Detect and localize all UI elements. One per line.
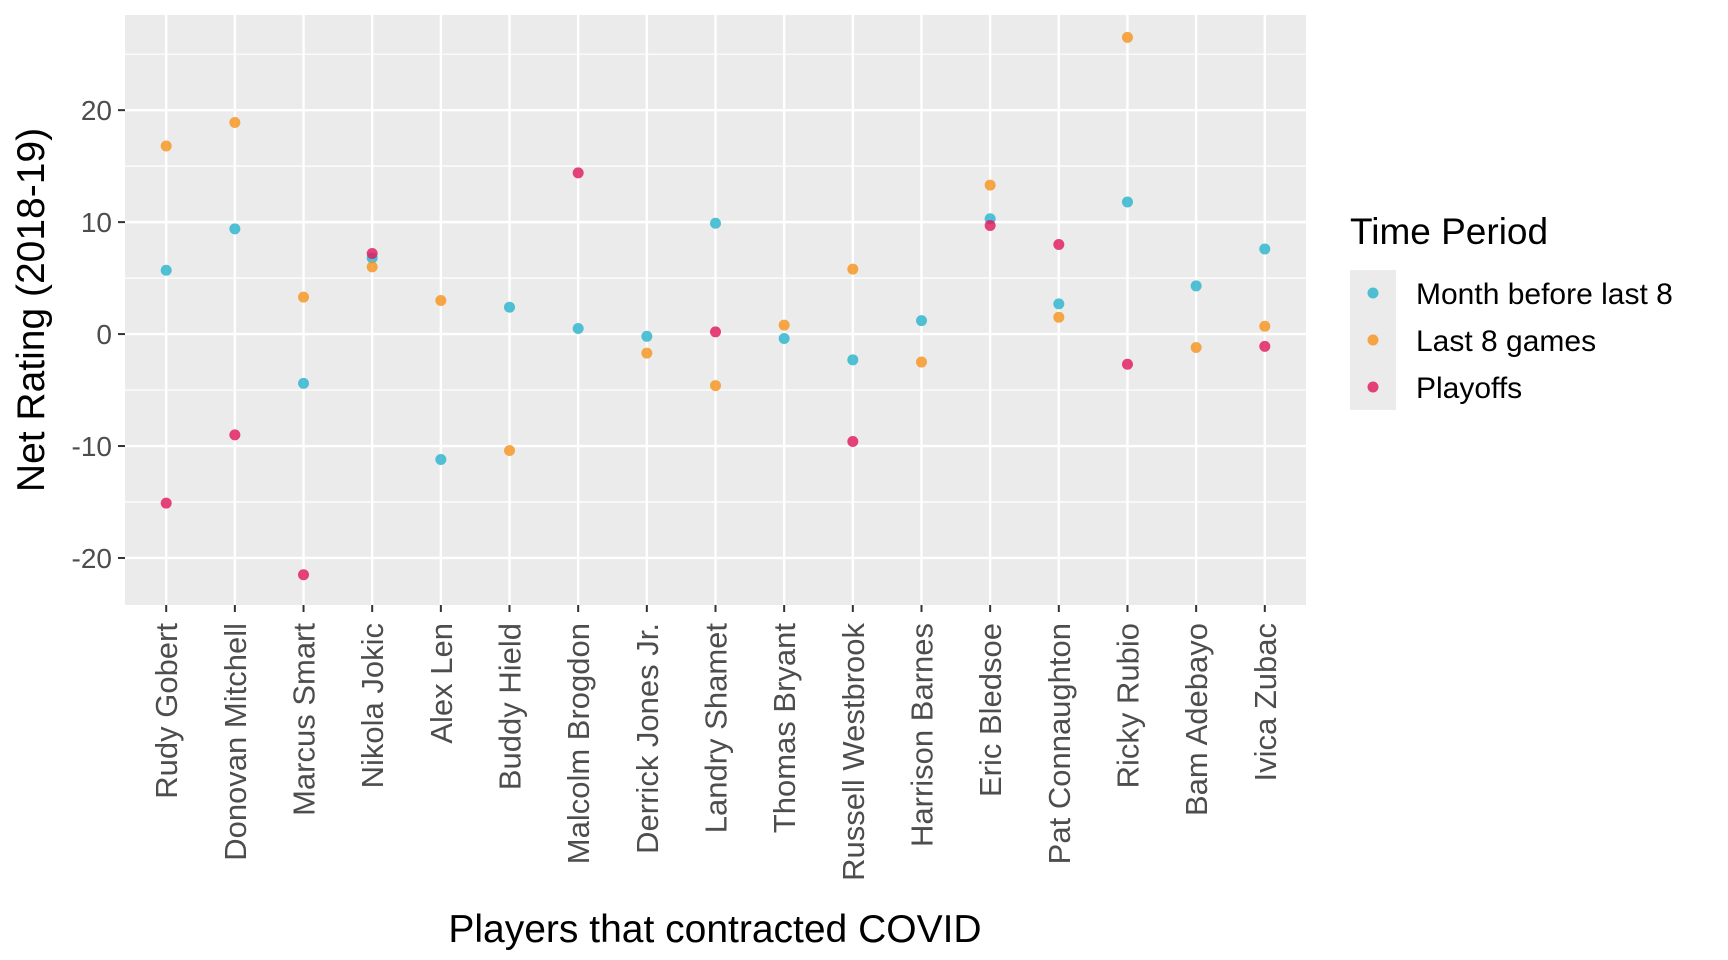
x-tick-label: Nikola Jokic: [355, 623, 390, 788]
y-tick-label: -10: [72, 431, 112, 462]
data-point: [1053, 298, 1065, 310]
x-tick-label: Marcus Smart: [287, 623, 322, 816]
data-point: [298, 291, 310, 303]
legend-label: Last 8 games: [1416, 325, 1596, 358]
x-tick-label: Buddy Hield: [493, 623, 528, 790]
x-axis-title: Players that contracted COVID: [448, 908, 981, 951]
data-point: [572, 167, 584, 179]
legend-label: Playoffs: [1416, 372, 1522, 405]
data-point: [366, 247, 378, 259]
x-axis: Rudy Gobert Donovan Mitchell Marcus Smart N…: [149, 605, 1283, 881]
data-point: [1121, 31, 1133, 43]
legend-key: [1367, 381, 1379, 393]
data-point: [229, 429, 241, 441]
data-point: [572, 322, 584, 334]
data-point: [1053, 311, 1065, 323]
x-tick-label: Alex Len: [424, 623, 459, 744]
x-tick-label: Eric Bledsoe: [973, 623, 1008, 797]
data-point: [710, 326, 721, 338]
data-point: [298, 377, 310, 389]
legend-label: Month before last 8: [1416, 278, 1673, 311]
data-point: [915, 356, 927, 368]
data-point: [1259, 340, 1271, 352]
data-point: [710, 217, 721, 229]
data-point: [641, 330, 653, 342]
data-point: [1121, 196, 1133, 208]
data-point: [229, 116, 241, 128]
y-axis: -20 -10 0 10 20: [72, 95, 125, 574]
data-point: [229, 223, 241, 235]
data-point: [435, 294, 447, 306]
x-tick-label: Pat Connaughton: [1042, 623, 1077, 864]
data-point: [504, 445, 516, 457]
data-point: [1259, 320, 1271, 332]
x-tick-label: Malcolm Brogdon: [561, 623, 596, 864]
data-point: [1190, 280, 1202, 292]
x-tick-label: Bam Adebayo: [1179, 623, 1214, 816]
data-point: [1053, 239, 1065, 251]
x-tick-label: Harrison Barnes: [904, 623, 939, 847]
y-tick-label: 10: [81, 207, 112, 238]
data-points: [160, 31, 1271, 581]
x-tick-label: Thomas Bryant: [767, 623, 802, 834]
data-point: [915, 315, 927, 327]
y-tick-label: 0: [96, 319, 112, 350]
data-point: [847, 263, 859, 275]
legend: Time Period Month before last 8 Last 8 ga…: [1350, 211, 1673, 410]
legend-key: [1367, 287, 1379, 299]
x-tick-label: Rudy Gobert: [149, 623, 184, 799]
x-tick-label: Ivica Zubac: [1248, 623, 1283, 782]
x-tick-label: Donovan Mitchell: [218, 623, 253, 861]
data-point: [984, 219, 996, 231]
data-point: [1259, 243, 1271, 255]
data-point: [1190, 342, 1202, 354]
data-point: [366, 261, 378, 273]
data-point: [778, 319, 790, 331]
y-tick-label: 20: [81, 95, 112, 126]
legend-title: Time Period: [1350, 211, 1548, 252]
data-point: [504, 301, 516, 313]
data-point: [710, 380, 721, 392]
data-point: [160, 497, 172, 509]
data-point: [160, 140, 172, 152]
legend-key: [1367, 334, 1379, 346]
x-tick-label: Ricky Rubio: [1110, 623, 1145, 788]
y-tick-label: -20: [72, 543, 112, 574]
data-point: [847, 354, 859, 366]
x-tick-label: Landry Shamet: [699, 623, 734, 834]
data-point: [1121, 358, 1133, 370]
data-point: [847, 436, 859, 448]
data-point: [984, 179, 996, 191]
y-axis-title: Net Rating (2018-19): [10, 128, 53, 492]
data-point: [641, 347, 653, 359]
x-tick-label: Derrick Jones Jr.: [630, 623, 665, 854]
x-tick-label: Russell Westbrook: [836, 623, 871, 881]
data-point: [298, 569, 310, 581]
data-point: [435, 453, 447, 465]
data-point: [160, 264, 172, 276]
data-point: [778, 333, 790, 345]
